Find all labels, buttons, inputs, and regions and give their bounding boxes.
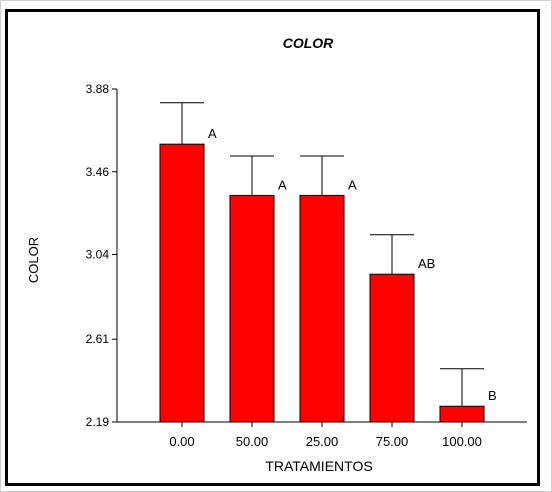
y-tick-label: 2.19 bbox=[86, 415, 110, 429]
y-tick-label: 3.88 bbox=[86, 82, 110, 96]
x-tick-label: 100.00 bbox=[442, 434, 482, 449]
group-label: A bbox=[278, 177, 287, 192]
x-tick-label: 0.00 bbox=[169, 434, 194, 449]
y-tick-label: 2.61 bbox=[86, 332, 110, 346]
group-label: A bbox=[348, 177, 357, 192]
bar bbox=[229, 194, 275, 423]
bar bbox=[299, 194, 345, 423]
bar bbox=[159, 143, 205, 423]
chart-panel: COLOR COLOR TRATAMIENTOS 3.88 3.46 3.04 2.6… bbox=[5, 9, 540, 486]
plot-area: 3.88 3.46 3.04 2.61 2.19 A 0.00 A 50.00 A 25.00 AB 7… bbox=[86, 82, 527, 449]
chart-title: COLOR bbox=[283, 35, 334, 51]
y-axis-label: COLOR bbox=[26, 237, 41, 283]
group-label: A bbox=[208, 126, 217, 141]
x-axis-label: TRATAMIENTOS bbox=[265, 458, 372, 474]
group-label: B bbox=[488, 388, 497, 403]
bar-chart: COLOR COLOR TRATAMIENTOS 3.88 3.46 3.04 2.6… bbox=[26, 35, 527, 474]
y-tick-label: 3.04 bbox=[86, 248, 110, 262]
bar bbox=[369, 273, 415, 423]
bar bbox=[439, 405, 485, 423]
y-tick-label: 3.46 bbox=[86, 165, 110, 179]
x-tick-label: 50.00 bbox=[236, 434, 269, 449]
x-tick-label: 25.00 bbox=[306, 434, 339, 449]
group-label: AB bbox=[418, 256, 435, 271]
x-tick-label: 75.00 bbox=[376, 434, 409, 449]
